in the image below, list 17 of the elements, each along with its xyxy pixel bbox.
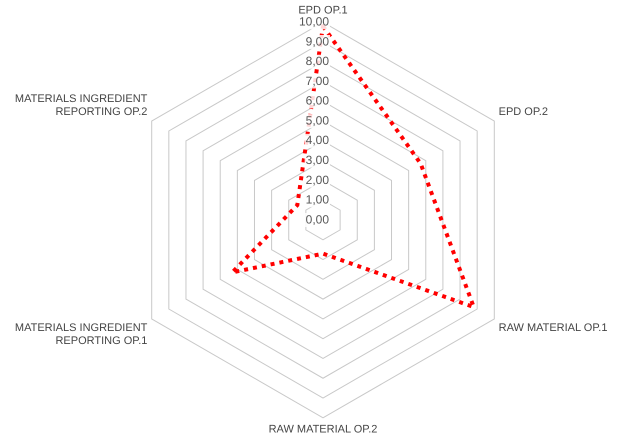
y-tick-label: 2,00 bbox=[306, 172, 330, 187]
spoke-label: EPD OP.2 bbox=[498, 106, 548, 118]
y-tick-label: 7,00 bbox=[306, 74, 330, 88]
spoke-label: EPD OP.1 bbox=[298, 4, 348, 17]
spoke-label: MATERIALS INGREDIENT REPORTING OP.2 bbox=[14, 92, 148, 118]
y-tick-label: 5,00 bbox=[306, 113, 330, 128]
y-tick-label: 1,00 bbox=[306, 192, 330, 207]
spoke-label: RAW MATERIAL OP.1 bbox=[498, 322, 608, 334]
y-tick-label: 6,00 bbox=[306, 94, 330, 108]
y-tick-label: 0,00 bbox=[306, 212, 330, 226]
y-tick-label: 10,00 bbox=[298, 14, 330, 29]
y-tick-label: 9,00 bbox=[306, 34, 330, 48]
y-tick-label: 8,00 bbox=[306, 54, 330, 68]
y-tick-label: 4,00 bbox=[306, 133, 330, 148]
spoke-label: MATERIALS INGREDIENT REPORTING OP.1 bbox=[14, 322, 148, 348]
y-tick-label: 3,00 bbox=[306, 152, 330, 167]
spoke-label: RAW MATERIAL OP.2 bbox=[268, 423, 378, 436]
